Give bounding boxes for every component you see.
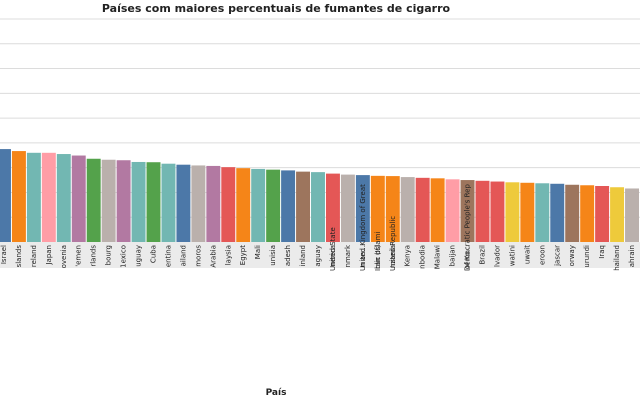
x-tick-label: Kenya — [404, 245, 412, 266]
x-tick-label: ailand — [179, 245, 187, 266]
bar-10[interactable] — [146, 162, 161, 242]
bar-19[interactable] — [281, 170, 296, 242]
bar-1[interactable] — [11, 151, 26, 242]
bar-31[interactable] — [460, 180, 475, 242]
bar-9[interactable] — [131, 161, 146, 242]
x-tick-label: Arabia — [209, 245, 217, 268]
bar-18[interactable] — [266, 169, 281, 242]
bar-27[interactable] — [400, 177, 415, 242]
bar-29[interactable] — [430, 178, 445, 242]
x-tick-label: adesh — [284, 245, 292, 266]
bar-17[interactable] — [251, 168, 266, 242]
bar-37[interactable] — [550, 183, 565, 242]
bar-8[interactable] — [116, 160, 131, 242]
x-tick-label: Israel — [0, 245, 8, 264]
bar-26[interactable] — [385, 176, 400, 242]
bar-20[interactable] — [296, 171, 311, 242]
x-tick-label: entina — [164, 245, 172, 267]
x-tick-label: inland — [299, 245, 307, 267]
bar-39[interactable] — [580, 185, 595, 242]
bar-38[interactable] — [565, 184, 580, 242]
bar-13[interactable] — [191, 165, 206, 242]
bar-21[interactable] — [311, 172, 325, 242]
x-tick-label-overflow: United Republic — [389, 216, 397, 271]
bar-23[interactable] — [340, 174, 355, 242]
x-tick-label: nerica — [329, 245, 337, 267]
bar-24[interactable] — [355, 175, 370, 242]
x-tick-label: of Ko... — [464, 245, 472, 269]
bar-42[interactable] — [625, 188, 639, 242]
bar-4[interactable] — [56, 154, 71, 242]
x-tick-label: n an... — [359, 245, 367, 267]
x-tick-label: Brazil — [478, 245, 486, 265]
bar-34[interactable] — [505, 182, 520, 242]
chart-title: Países com maiores percentuais de fumant… — [102, 2, 451, 15]
x-tick-label: uwait — [523, 245, 531, 264]
x-tick-label: baijan — [449, 245, 457, 266]
x-tick-label: 1exico — [120, 245, 128, 268]
x-tick-label: nbodia — [419, 245, 427, 269]
x-tick-label: Mali — [254, 245, 262, 259]
x-tick-label: 'emen — [75, 245, 83, 267]
bar-6[interactable] — [86, 158, 101, 242]
x-tick-label: moros — [194, 245, 202, 267]
x-tick-label: blic of) — [374, 245, 382, 269]
x-tick-label: ovenia — [60, 245, 68, 268]
x-axis-title: País — [266, 388, 287, 398]
x-tick-label: Egypt — [239, 245, 247, 265]
bar-16[interactable] — [236, 168, 251, 242]
x-tick-label: lvador — [493, 245, 501, 267]
x-tick-label: Cuba — [150, 245, 158, 263]
bar-25[interactable] — [370, 175, 385, 242]
x-tick-label-overflow: United State — [329, 227, 337, 271]
bar-11[interactable] — [161, 163, 176, 242]
x-tick-label-overflow: Iran (Islami — [374, 232, 382, 271]
bar-36[interactable] — [535, 183, 550, 242]
bar-40[interactable] — [595, 186, 610, 242]
bar-2[interactable] — [26, 152, 41, 242]
x-tick-label: unisia — [269, 245, 277, 266]
x-tick-label: nzania — [389, 245, 397, 268]
x-tick-label: hailand — [613, 245, 621, 271]
x-tick-label: laysia — [224, 245, 232, 265]
bar-32[interactable] — [475, 180, 490, 242]
x-tick-label-overflow: United Kingdom of Great — [359, 184, 367, 271]
bar-22[interactable] — [325, 173, 340, 242]
x-tick-label: slands — [15, 245, 23, 268]
x-tick-label: Malawi — [434, 245, 442, 269]
bar-15[interactable] — [221, 167, 236, 242]
x-tick-label-overflow: Democratic People's Rep — [464, 184, 472, 271]
bar-5[interactable] — [71, 155, 86, 242]
x-axis-band — [0, 242, 640, 268]
x-tick-label: watini — [508, 245, 516, 266]
x-tick-label: Japan — [45, 245, 53, 266]
x-tick-label: eroon — [538, 245, 546, 265]
bar-28[interactable] — [415, 177, 430, 242]
bar-0[interactable] — [0, 149, 11, 242]
x-tick-label: jascar — [553, 245, 561, 267]
x-tick-label: aguay — [314, 245, 322, 267]
x-tick-label: bourg — [105, 245, 113, 265]
bar-33[interactable] — [490, 181, 505, 242]
x-tick-label: urundi — [583, 245, 591, 268]
bar-35[interactable] — [520, 182, 535, 242]
x-tick-label: orway — [568, 245, 576, 266]
x-tick-label: nmark — [344, 244, 352, 267]
bar-3[interactable] — [41, 152, 56, 242]
bar-41[interactable] — [610, 187, 625, 242]
bar-7[interactable] — [101, 159, 116, 242]
bar-12[interactable] — [176, 164, 191, 242]
x-tick-label: reland — [30, 245, 38, 267]
x-tick-label: ahrain — [628, 245, 636, 267]
bar-30[interactable] — [445, 179, 460, 242]
bar-14[interactable] — [206, 165, 221, 242]
x-tick-label: Iraq — [598, 245, 606, 259]
x-tick-label: rlands — [90, 245, 98, 267]
x-tick-label: uguay — [135, 245, 143, 267]
